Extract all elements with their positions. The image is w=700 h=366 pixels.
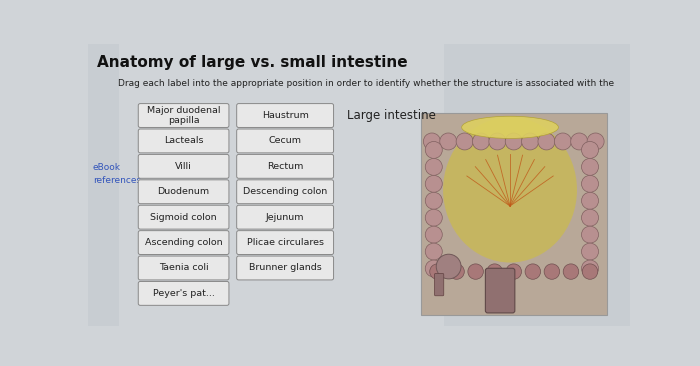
FancyBboxPatch shape xyxy=(237,180,334,204)
Circle shape xyxy=(440,133,457,150)
Circle shape xyxy=(564,264,579,279)
FancyBboxPatch shape xyxy=(237,205,334,229)
Circle shape xyxy=(436,254,461,279)
Circle shape xyxy=(538,133,555,150)
Text: Large intestine: Large intestine xyxy=(347,109,436,122)
Text: Brunner glands: Brunner glands xyxy=(248,264,321,273)
Text: Anatomy of large vs. small intestine: Anatomy of large vs. small intestine xyxy=(97,55,407,70)
Text: Villi: Villi xyxy=(175,162,192,171)
Text: Haustrum: Haustrum xyxy=(262,111,309,120)
FancyBboxPatch shape xyxy=(139,129,229,153)
Circle shape xyxy=(582,142,598,158)
FancyBboxPatch shape xyxy=(139,154,229,178)
Circle shape xyxy=(582,243,598,260)
Circle shape xyxy=(582,175,598,192)
Circle shape xyxy=(468,264,484,279)
Circle shape xyxy=(522,133,538,150)
Circle shape xyxy=(473,133,489,150)
Circle shape xyxy=(449,264,464,279)
FancyBboxPatch shape xyxy=(237,256,334,280)
FancyBboxPatch shape xyxy=(139,180,229,204)
FancyBboxPatch shape xyxy=(237,104,334,127)
Circle shape xyxy=(525,264,540,279)
Text: Lacteals: Lacteals xyxy=(164,137,204,145)
Text: Descending colon: Descending colon xyxy=(243,187,328,196)
FancyBboxPatch shape xyxy=(139,231,229,254)
Text: eBook: eBook xyxy=(93,163,121,172)
FancyBboxPatch shape xyxy=(237,129,334,153)
Bar xyxy=(118,44,444,326)
Circle shape xyxy=(424,133,440,150)
Text: Plicae circulares: Plicae circulares xyxy=(246,238,323,247)
Circle shape xyxy=(582,158,598,175)
Text: Sigmoid colon: Sigmoid colon xyxy=(150,213,217,222)
FancyBboxPatch shape xyxy=(139,256,229,280)
Circle shape xyxy=(506,264,522,279)
Text: Jejunum: Jejunum xyxy=(266,213,304,222)
Text: Duodenum: Duodenum xyxy=(158,187,210,196)
Text: Peyer's pat...: Peyer's pat... xyxy=(153,289,214,298)
Circle shape xyxy=(489,133,506,150)
Text: Rectum: Rectum xyxy=(267,162,303,171)
FancyBboxPatch shape xyxy=(421,113,607,315)
FancyBboxPatch shape xyxy=(237,154,334,178)
Text: Ascending colon: Ascending colon xyxy=(145,238,223,247)
FancyBboxPatch shape xyxy=(139,205,229,229)
Circle shape xyxy=(582,226,598,243)
Circle shape xyxy=(587,133,604,150)
Circle shape xyxy=(544,264,559,279)
Circle shape xyxy=(582,264,598,279)
FancyBboxPatch shape xyxy=(435,273,444,296)
Circle shape xyxy=(554,133,571,150)
Circle shape xyxy=(425,158,442,175)
Circle shape xyxy=(582,260,598,277)
Circle shape xyxy=(425,142,442,158)
Text: Major duodenal
papilla: Major duodenal papilla xyxy=(147,106,220,125)
Circle shape xyxy=(425,226,442,243)
Circle shape xyxy=(425,192,442,209)
FancyBboxPatch shape xyxy=(237,231,334,254)
Circle shape xyxy=(505,133,522,150)
Text: references: references xyxy=(93,176,141,186)
FancyBboxPatch shape xyxy=(485,268,514,313)
Circle shape xyxy=(582,192,598,209)
FancyBboxPatch shape xyxy=(139,104,229,127)
Circle shape xyxy=(487,264,503,279)
Circle shape xyxy=(570,133,588,150)
Circle shape xyxy=(425,175,442,192)
Ellipse shape xyxy=(443,117,577,262)
Circle shape xyxy=(425,209,442,226)
Circle shape xyxy=(425,260,442,277)
Circle shape xyxy=(425,243,442,260)
Circle shape xyxy=(456,133,473,150)
Circle shape xyxy=(430,264,445,279)
Circle shape xyxy=(582,209,598,226)
Ellipse shape xyxy=(462,116,559,138)
FancyBboxPatch shape xyxy=(139,281,229,305)
Text: Taenia coli: Taenia coli xyxy=(159,264,209,273)
Text: Drag each label into the appropriate position in order to identify whether the s: Drag each label into the appropriate pos… xyxy=(118,79,615,88)
Text: Cecum: Cecum xyxy=(269,137,302,145)
